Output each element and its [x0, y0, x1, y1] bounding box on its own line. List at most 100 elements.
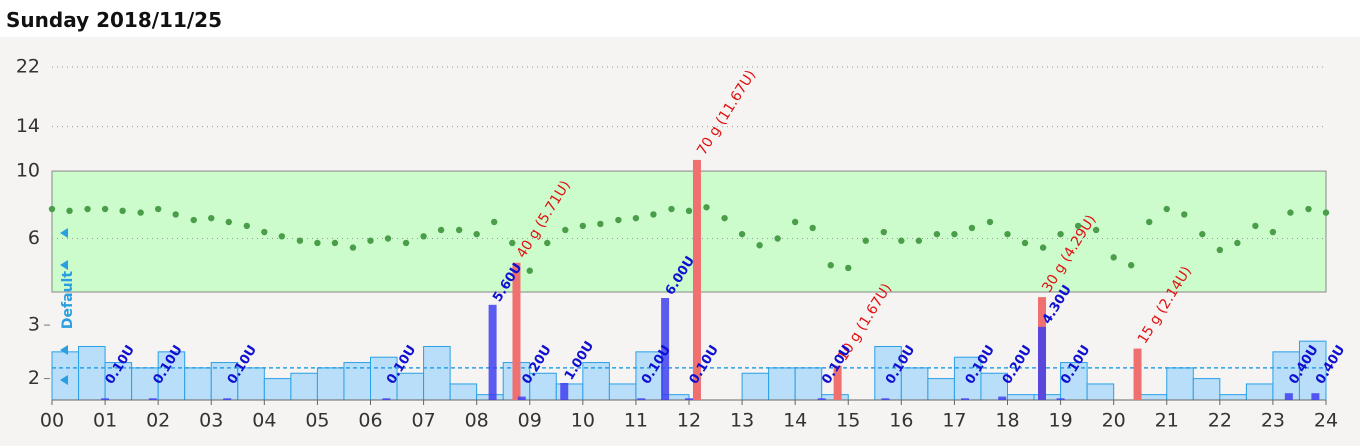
glucose-point: [119, 207, 126, 215]
basal-step: [980, 372, 1008, 401]
carb-bar: [833, 365, 842, 400]
bolus-bar: [817, 398, 826, 400]
basal-step: [608, 383, 637, 401]
glucose-point: [243, 222, 251, 230]
glucose-point: [915, 237, 923, 244]
basal-step: [635, 351, 663, 401]
glucose-point: [774, 235, 781, 242]
glucose-point: [668, 205, 675, 213]
basal-step: [1007, 394, 1035, 401]
x-tick-label: 15: [836, 410, 860, 432]
glucose-point: [1305, 205, 1312, 213]
glucose-point: [1146, 218, 1153, 226]
basal-step: [794, 367, 823, 401]
carb-bar: [692, 159, 701, 400]
glucose-point: [951, 230, 958, 238]
glucose-point: [84, 205, 91, 213]
bolus-bar: [1038, 326, 1047, 400]
x-tick-label: 03: [199, 410, 223, 432]
basal-step: [1272, 351, 1300, 401]
glucose-point: [1004, 230, 1011, 238]
glucose-point: [827, 262, 834, 269]
basal-step: [184, 367, 212, 401]
basal-step: [741, 372, 770, 401]
x-tick-label: 19: [1048, 410, 1072, 432]
basal-step: [900, 367, 929, 401]
basal-step: [104, 362, 133, 401]
glucose-point: [490, 218, 498, 226]
basal-step: [343, 362, 372, 401]
y2-tick-label: 2: [28, 367, 40, 389]
bolus-bar: [1284, 393, 1293, 400]
glucose-point: [968, 224, 976, 232]
y2-tick-label: 3: [28, 314, 40, 336]
glucose-point: [331, 239, 339, 247]
glucose-point: [526, 267, 533, 274]
glucose-point: [579, 222, 587, 230]
x-tick-label: 06: [358, 410, 382, 432]
glucose-point: [845, 264, 852, 272]
glucose-point: [632, 214, 640, 222]
glucose-point: [898, 237, 905, 244]
glucose-point: [367, 237, 374, 244]
x-tick-label: 08: [465, 410, 489, 432]
y-tick-label: 6: [28, 227, 40, 249]
glucose-point: [509, 239, 516, 247]
glucose-point: [721, 214, 728, 222]
x-tick-label: 11: [624, 410, 648, 432]
basal-step: [51, 351, 80, 401]
basal-step: [1298, 340, 1327, 401]
glucose-point: [986, 218, 994, 226]
glucose-point: [685, 207, 693, 215]
glucose-point: [66, 207, 73, 215]
basal-step: [157, 351, 186, 401]
glucose-point: [349, 244, 357, 251]
glucose-point: [455, 226, 463, 234]
profile-markers: [60, 228, 68, 385]
glucose-point: [756, 242, 763, 249]
bolus-bar: [1311, 393, 1320, 400]
glucose-point: [261, 228, 268, 236]
bolus-bar: [881, 398, 890, 400]
x-tick-label: 01: [93, 410, 117, 432]
x-tick-label: 24: [1314, 410, 1338, 432]
glucose-point: [1074, 222, 1082, 230]
glucose-point: [420, 233, 427, 240]
x-tick-label: 05: [305, 410, 329, 432]
basal-step: [78, 346, 106, 401]
glucose-point: [1216, 246, 1224, 254]
y-tick-label: 14: [16, 115, 40, 137]
glucose-point: [1039, 244, 1047, 251]
x-tick-label: 16: [889, 410, 913, 432]
glucose-point: [1021, 239, 1029, 247]
basal-step: [1086, 383, 1115, 401]
glucose-point: [1199, 230, 1206, 238]
basal-step: [449, 383, 478, 401]
bolus-bar: [223, 398, 232, 400]
glucose-point: [1252, 222, 1259, 230]
glucose-point: [1287, 209, 1294, 216]
glucose-point: [208, 214, 215, 222]
glucose-point: [384, 235, 392, 242]
glucose-point: [278, 233, 286, 240]
glucose-point: [1322, 209, 1330, 216]
glucose-point: [437, 226, 445, 234]
glucose-point: [296, 237, 304, 244]
x-tick-label: 09: [518, 410, 542, 432]
glucose-point: [597, 220, 604, 228]
basal-step: [263, 378, 292, 401]
y-tick-label: 10: [16, 160, 40, 182]
x-tick-label: 13: [730, 410, 754, 432]
glucose-point: [791, 218, 799, 226]
x-tick-label: 14: [783, 410, 807, 432]
basal-step: [1245, 383, 1274, 401]
x-tick-label: 12: [677, 410, 701, 432]
glucose-point: [738, 230, 746, 238]
x-tick-label: 07: [411, 410, 435, 432]
glucose-point: [1163, 205, 1170, 213]
glucose-point: [703, 204, 710, 211]
bolus-bar: [637, 398, 646, 400]
bolus-bar: [961, 398, 970, 400]
basal-step: [210, 362, 239, 401]
